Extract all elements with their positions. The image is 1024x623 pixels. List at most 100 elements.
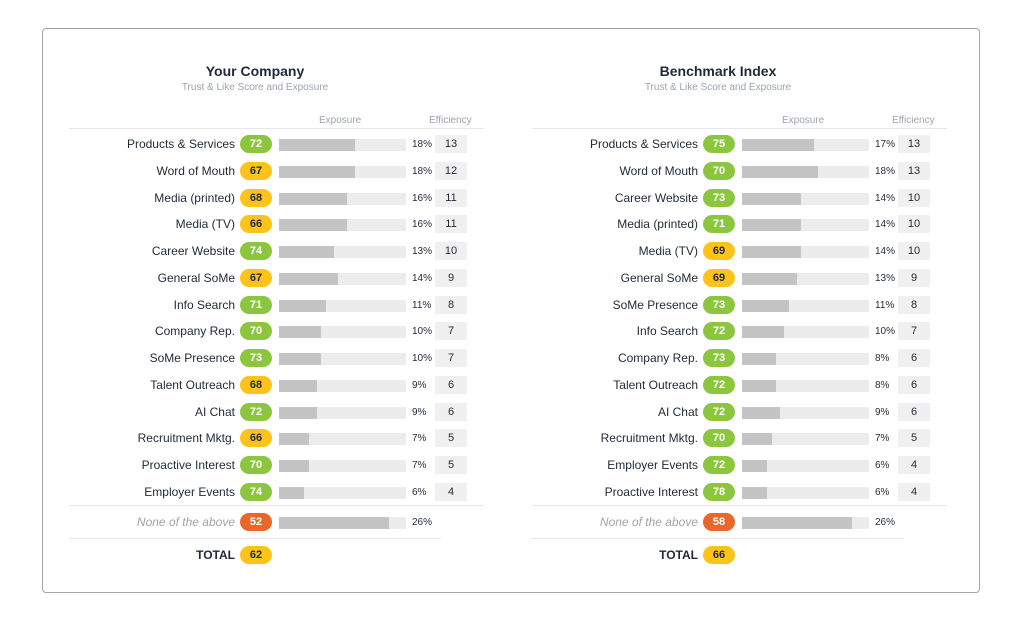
exposure-percent: 26%: [412, 516, 433, 528]
table-row: Company Rep. 70 10% 7: [69, 322, 489, 342]
exposure-percent: 10%: [875, 326, 896, 338]
exposure-bar-track: [279, 406, 406, 419]
row-label: Employer Events: [144, 484, 235, 499]
efficiency-value: 5: [435, 456, 467, 474]
exposure-percent: 9%: [875, 406, 890, 418]
exposure-bar: [742, 246, 802, 258]
exposure-bar-track: [279, 516, 406, 529]
row-label: Products & Services: [589, 137, 698, 151]
exposure-bar: [742, 353, 776, 365]
row-label: Company Rep.: [617, 351, 698, 365]
exposure-bar-track: [742, 433, 869, 446]
score-badge: 58: [703, 512, 735, 531]
exposure-bar: [742, 486, 768, 499]
row-label: None of the above: [599, 514, 698, 529]
row-label: Info Search: [173, 297, 235, 312]
none-divider-top: [532, 504, 947, 506]
exposure-bar: [279, 299, 326, 312]
score-badge: 72: [703, 456, 735, 474]
efficiency-value: 7: [435, 349, 467, 367]
exposure-percent: 6%: [875, 460, 890, 471]
efficiency-value: 8: [435, 295, 467, 314]
exposure-bar-track: [279, 353, 406, 365]
exposure-bar: [742, 406, 781, 419]
efficiency-value: 11: [435, 188, 467, 207]
table-row: Word of Mouth 70 18% 13: [532, 161, 952, 182]
table-row: SoMe Presence 73 11% 8: [532, 295, 952, 316]
exposure-bar-track: [742, 379, 869, 392]
score-badge: 68: [240, 188, 272, 207]
row-label: Info Search: [636, 324, 698, 339]
table-row: Career Website 74 13% 10: [69, 242, 489, 262]
exposure-bar-track: [279, 272, 406, 285]
row-label: Talent Outreach: [150, 377, 235, 392]
exposure-percent: 13%: [412, 246, 433, 257]
row-label: Recruitment Mktg.: [137, 431, 235, 446]
total-divider: [69, 537, 441, 539]
table-row: Media (printed) 71 14% 10: [532, 215, 952, 235]
efficiency-value: 8: [898, 295, 930, 314]
efficiency-value: 10: [898, 242, 930, 260]
exposure-percent: 9%: [412, 379, 427, 391]
header-divider: [69, 128, 484, 129]
row-label: AI Chat: [657, 404, 698, 419]
exposure-percent: 14%: [875, 246, 896, 257]
score-badge: 72: [240, 135, 272, 153]
exposure-bar: [742, 272, 798, 285]
exposure-percent: 14%: [875, 219, 896, 231]
row-label: SoMe Presence: [612, 297, 698, 312]
exposure-bar-track: [742, 486, 869, 499]
efficiency-value: 10: [435, 242, 467, 260]
exposure-percent: 16%: [412, 219, 433, 231]
table-row: Employer Events 74 6% 4: [69, 482, 489, 503]
exposure-percent: 16%: [412, 192, 433, 204]
exposure-bar-track: [742, 406, 869, 419]
exposure-bar: [279, 516, 390, 529]
exposure-bar-track: [742, 139, 869, 151]
exposure-bar: [742, 165, 819, 178]
exposure-bar-track: [742, 192, 869, 205]
exposure-bar: [742, 379, 776, 392]
row-label: SoMe Presence: [149, 351, 235, 365]
efficiency-value: 9: [898, 268, 930, 287]
exposure-percent: 17%: [875, 139, 896, 150]
table-row: Products & Services 72 18% 13: [69, 135, 489, 155]
exposure-bar: [279, 246, 335, 258]
exposure-bar-track: [279, 165, 406, 178]
row-label: Recruitment Mktg.: [600, 431, 698, 446]
score-badge: 70: [703, 161, 735, 180]
row-label: Proactive Interest: [604, 484, 698, 499]
row-label: TOTAL: [659, 547, 698, 562]
exposure-bar: [742, 516, 853, 529]
efficiency-value: 12: [435, 161, 467, 180]
score-badge: 73: [703, 188, 735, 207]
exposure-percent: 7%: [412, 433, 427, 445]
row-label: Word of Mouth: [156, 163, 235, 178]
efficiency-value: 5: [435, 429, 467, 448]
score-badge: 67: [240, 161, 272, 180]
row-label: Employer Events: [607, 458, 698, 472]
row-label: General SoMe: [157, 270, 235, 285]
exposure-bar: [742, 192, 802, 205]
row-label: Media (TV): [638, 244, 698, 258]
table-row: SoMe Presence 73 10% 7: [69, 349, 489, 369]
efficiency-value: 10: [898, 188, 930, 207]
efficiency-value: 6: [898, 375, 930, 394]
total-divider: [532, 537, 904, 539]
exposure-percent: 10%: [412, 353, 433, 364]
exposure-column-header: Exposure: [319, 115, 362, 126]
exposure-percent: 18%: [412, 139, 433, 150]
exposure-bar-track: [742, 460, 869, 472]
exposure-bar: [279, 486, 305, 499]
row-label: Products & Services: [126, 137, 235, 151]
exposure-percent: 6%: [412, 486, 427, 498]
table-row: Info Search 72 10% 7: [532, 322, 952, 342]
efficiency-value: 6: [435, 375, 467, 394]
exposure-bar: [279, 433, 309, 446]
score-badge: 66: [703, 545, 735, 564]
row-label: Proactive Interest: [141, 458, 235, 472]
table-row: Company Rep. 73 8% 6: [532, 349, 952, 369]
exposure-bar: [279, 379, 318, 392]
exposure-bar-track: [279, 460, 406, 472]
row-label: Media (printed): [617, 217, 698, 232]
